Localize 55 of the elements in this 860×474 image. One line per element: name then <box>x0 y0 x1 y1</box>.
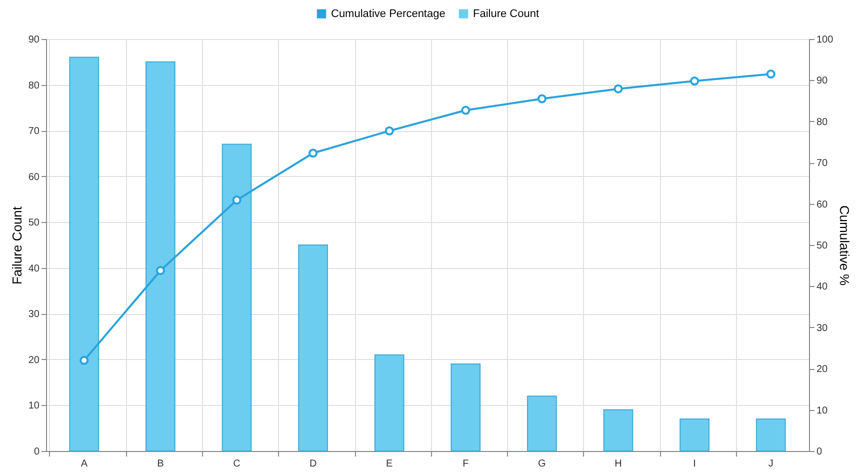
y-tick-label: 10 <box>28 400 40 412</box>
y-tick-label: 30 <box>28 309 40 320</box>
y2-tick-label: 40 <box>816 282 828 293</box>
bar <box>298 244 328 452</box>
x-tick-label: H <box>614 458 622 470</box>
y2-tick-label: 0 <box>816 446 822 458</box>
bar <box>603 409 634 452</box>
y2-tick-label: 20 <box>816 364 828 376</box>
y-tick-label: 90 <box>28 34 40 46</box>
point <box>308 148 318 158</box>
y-tick-label: 60 <box>28 172 40 183</box>
point <box>690 76 700 86</box>
point <box>232 196 242 205</box>
x-tick-label: J <box>768 458 774 470</box>
y-tick-label: 0 <box>34 446 40 458</box>
legend-label: Cumulative Percentage <box>331 8 446 20</box>
y-tick-label: 40 <box>28 263 40 274</box>
point <box>384 126 394 136</box>
y-tick-label: 80 <box>28 80 40 92</box>
bar <box>527 396 557 452</box>
x-tick-label: G <box>538 458 546 470</box>
point <box>614 84 623 94</box>
y2-tick-label: 60 <box>816 199 828 210</box>
bar <box>756 418 786 452</box>
y-tick-label: 50 <box>28 218 40 229</box>
y2-tick-label: 90 <box>816 76 828 87</box>
y-axis-title: Failure Count <box>9 206 24 285</box>
bar <box>146 61 176 452</box>
y2-tick-label: 30 <box>816 322 828 334</box>
x-tick-label: F <box>462 458 469 470</box>
bar <box>374 354 404 452</box>
y2-tick-label: 80 <box>816 116 828 128</box>
x-tick-label: I <box>693 458 696 470</box>
y2-tick-label: 100 <box>816 34 834 46</box>
point <box>766 69 776 79</box>
point <box>461 106 470 115</box>
point <box>537 94 546 104</box>
x-tick-label: C <box>233 458 240 470</box>
bar <box>222 144 252 452</box>
y2-tick-label: 70 <box>816 158 828 170</box>
bar <box>69 56 100 452</box>
point <box>80 356 89 365</box>
y2-tick-label: 10 <box>816 405 828 416</box>
y2-axis-title: Cumulative % <box>837 205 852 286</box>
bar <box>680 418 710 452</box>
y2-tick-label: 50 <box>816 240 828 252</box>
y-tick-label: 20 <box>28 354 40 366</box>
y-tick-label: 70 <box>28 126 40 138</box>
x-tick-label: E <box>386 458 394 470</box>
legend-label: Failure Count <box>473 8 540 20</box>
x-tick-label: B <box>157 458 164 470</box>
point <box>156 266 165 276</box>
x-tick-label: A <box>80 458 88 470</box>
x-tick-label: D <box>309 458 317 470</box>
bar <box>450 364 481 452</box>
